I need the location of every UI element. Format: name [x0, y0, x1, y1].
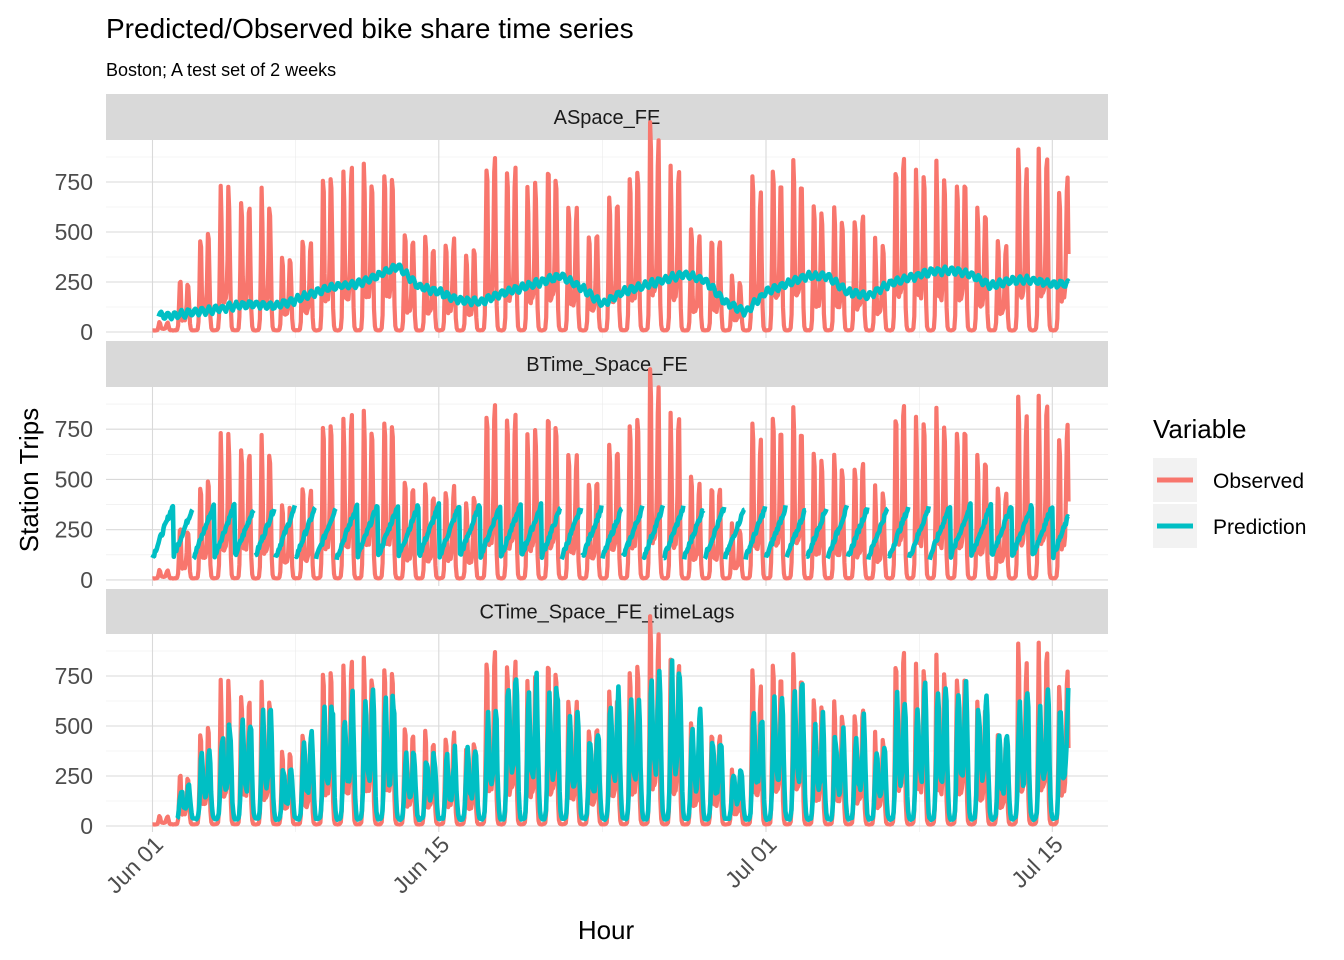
x-axis-title: Hour [578, 915, 635, 945]
y-axis-title: Station Trips [14, 408, 44, 553]
series-prediction-line [150, 501, 1070, 561]
facet-strip [106, 589, 1108, 634]
facet-panel-1: ASpace_FE 0 250 500 750 [55, 94, 1108, 345]
facet-panel-3: CTime_Space_FE_timeLags 0 250 500 750 [55, 589, 1108, 839]
series-observed-line [151, 367, 1071, 581]
x-tick-label: Jun 01 [101, 831, 168, 898]
series-prediction-line [156, 262, 1071, 322]
chart-subtitle: Boston; A test set of 2 weeks [106, 60, 336, 80]
y-tick-label: 500 [55, 219, 93, 245]
y-tick-label: 500 [55, 466, 93, 492]
legend-label-observed: Observed [1213, 470, 1304, 493]
facet-strip [106, 341, 1108, 387]
legend: Variable Observed Prediction [1153, 414, 1306, 548]
y-tick-label: 0 [80, 319, 93, 345]
facet-strip-label: ASpace_FE [554, 107, 661, 129]
facet-strip-label: BTime_Space_FE [526, 354, 688, 376]
y-tick-label: 250 [55, 763, 93, 789]
series-observed-line [151, 120, 1071, 333]
series-prediction-line [175, 658, 1071, 823]
y-tick-label: 0 [80, 567, 93, 593]
facet-strip [106, 94, 1108, 140]
facet-strip-label: CTime_Space_FE_timeLags [480, 602, 735, 624]
facet-panel-2: BTime_Space_FE 0 250 500 750 [55, 341, 1108, 593]
y-tick-label: 0 [80, 813, 93, 839]
y-tick-label: 250 [55, 269, 93, 295]
x-tick-label: Jul 15 [1006, 831, 1068, 893]
legend-label-prediction: Prediction [1213, 516, 1306, 539]
y-tick-label: 500 [55, 713, 93, 739]
x-axis-ticks: Jun 01 Jun 15 Jul 01 Jul 15 [101, 831, 1068, 898]
y-tick-label: 750 [55, 169, 93, 195]
y-tick-label: 750 [55, 663, 93, 689]
legend-title: Variable [1153, 414, 1246, 444]
y-tick-label: 750 [55, 416, 93, 442]
y-tick-label: 250 [55, 517, 93, 543]
x-tick-label: Jul 01 [720, 831, 782, 893]
x-tick-label: Jun 15 [387, 831, 454, 898]
chart-title: Predicted/Observed bike share time serie… [106, 13, 634, 44]
facet-panels: ASpace_FE 0 250 500 750 BTime_Space_FE 0 250 500… [55, 94, 1108, 839]
